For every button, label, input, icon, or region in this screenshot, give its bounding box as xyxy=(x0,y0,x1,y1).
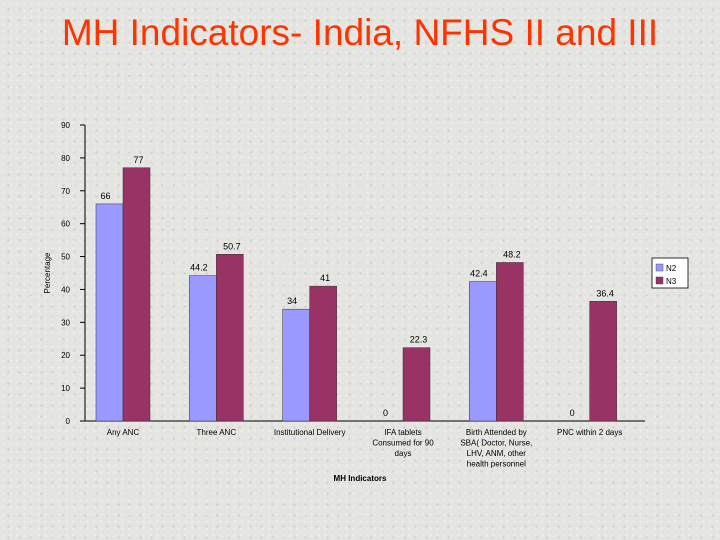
data-label-n3: 41 xyxy=(320,273,330,283)
x-category-label: days xyxy=(395,449,412,458)
slide-title: MH Indicators- India, NFHS II and III xyxy=(61,12,659,53)
y-tick-label: 80 xyxy=(61,154,70,163)
data-label-n2: 42.4 xyxy=(470,269,488,279)
y-tick-label: 0 xyxy=(66,417,71,426)
x-category-label: LHV, ANM, other xyxy=(467,449,527,458)
bar-n2 xyxy=(469,281,497,422)
y-tick-label: 30 xyxy=(61,318,70,327)
bar-n3 xyxy=(309,285,337,422)
data-label-n3: 77 xyxy=(133,155,143,165)
legend-swatch-n3 xyxy=(655,276,664,285)
legend-swatch-n2 xyxy=(655,263,664,272)
y-tick-label: 10 xyxy=(61,384,70,393)
data-label-n3: 48.2 xyxy=(503,249,521,259)
x-category-label: Consumed for 90 xyxy=(372,439,434,448)
data-label-n3: 50.7 xyxy=(223,241,241,251)
x-category-label: health personnel xyxy=(467,460,526,469)
x-category-label: Birth Attended by xyxy=(466,428,527,437)
y-tick-label: 40 xyxy=(61,285,70,294)
legend-label-n3: N3 xyxy=(666,277,677,286)
y-tick-label: 20 xyxy=(61,351,70,360)
x-category-label: Institutional Delivery xyxy=(274,428,346,437)
bar-n3 xyxy=(589,301,617,422)
bar-n2 xyxy=(189,275,217,422)
x-category-label: PNC within 2 days xyxy=(557,428,622,437)
bar-n3 xyxy=(496,262,524,422)
y-tick-label: 90 xyxy=(61,121,70,130)
data-label-n2: 0 xyxy=(570,408,575,418)
x-category-label: Any ANC xyxy=(107,428,140,437)
data-label-n3: 36.4 xyxy=(596,288,614,298)
y-tick-label: 70 xyxy=(61,187,70,196)
x-axis-title: MH Indicators xyxy=(334,474,387,483)
bar-n3 xyxy=(402,347,431,422)
x-category-label: Three ANC xyxy=(197,428,237,437)
legend-label-n2: N2 xyxy=(666,264,677,273)
y-tick-label: 60 xyxy=(61,220,70,229)
bar-n2 xyxy=(95,203,124,422)
bar-n3 xyxy=(122,167,151,422)
y-tick-label: 50 xyxy=(61,253,70,262)
data-label-n3: 22.3 xyxy=(410,335,428,345)
chart-root: 0 10 20 30 40 50 60 70 80 90 Percentage 66 77 Any ANC… xyxy=(43,121,689,483)
data-label-n2: 34 xyxy=(287,296,297,306)
data-label-n2: 0 xyxy=(383,408,388,418)
data-label-n2: 66 xyxy=(100,191,110,201)
x-category-label: IFA tablets xyxy=(384,428,421,437)
bar-n3 xyxy=(216,254,244,422)
y-axis-title: Percentage xyxy=(43,252,52,293)
data-label-n2: 44.2 xyxy=(190,263,208,273)
bar-n2 xyxy=(282,308,310,422)
x-category-label: SBA( Doctor, Nurse, xyxy=(460,439,532,448)
